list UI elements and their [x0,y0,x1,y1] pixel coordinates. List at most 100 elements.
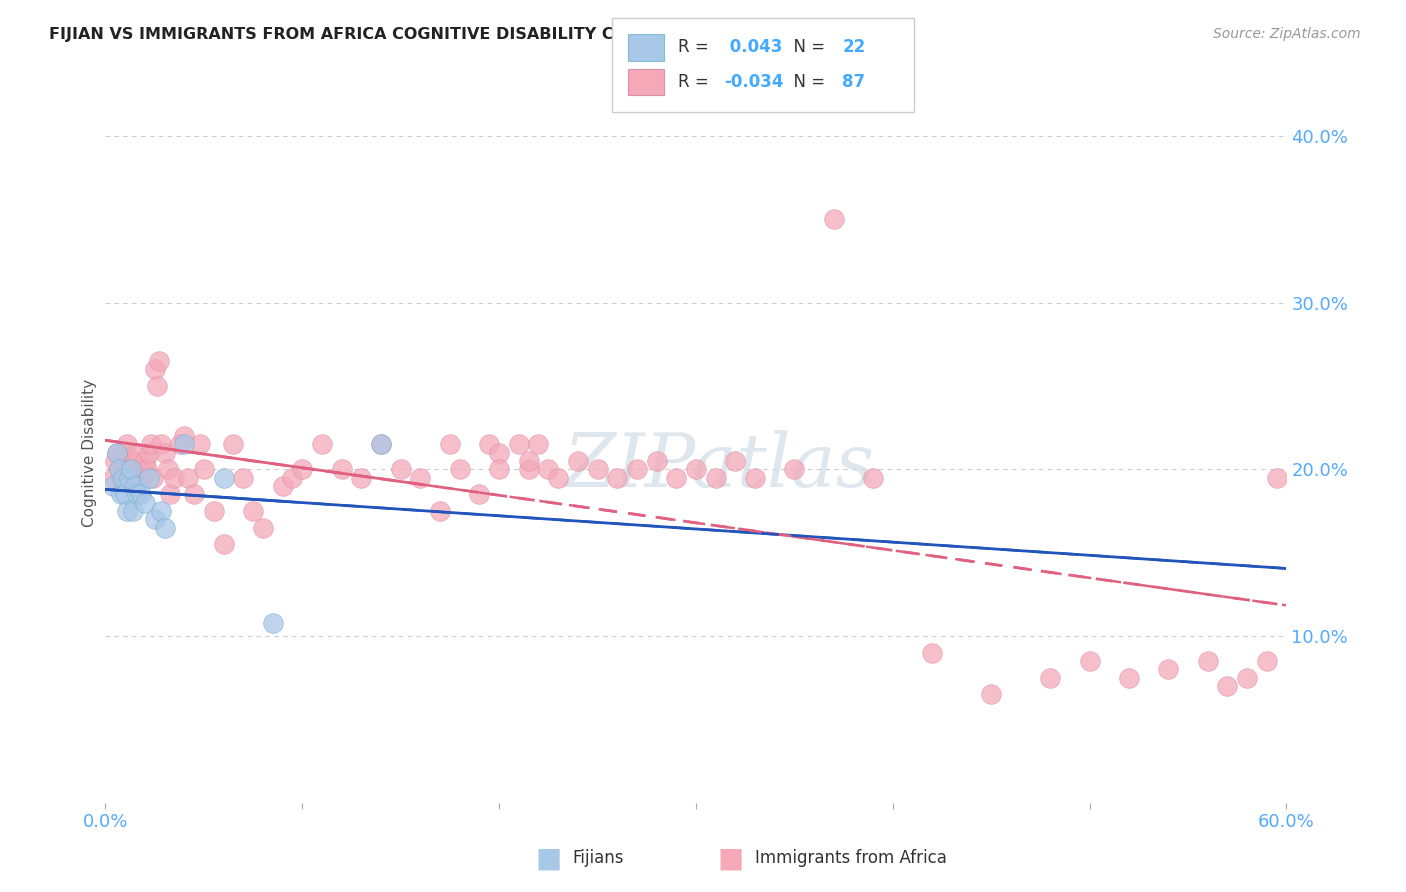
Point [112,471,135,485]
Text: R =: R = [678,73,714,91]
Point [173,429,195,443]
Point [105,446,128,460]
Point [118,471,141,485]
Text: ■: ■ [718,844,744,872]
Point [1157,662,1180,676]
Text: 87: 87 [842,73,865,91]
Point [232,471,254,485]
Point [153,521,176,535]
Text: ■: ■ [536,844,561,872]
Text: N =: N = [783,73,831,91]
Point [783,462,806,476]
Point [488,446,510,460]
Point [517,462,540,476]
Point [370,437,392,451]
Point [212,471,235,485]
Point [1256,654,1278,668]
Point [281,471,304,485]
Point [527,437,550,451]
Point [291,462,314,476]
Text: Fijians: Fijians [572,849,624,867]
Point [110,487,132,501]
Point [606,471,628,485]
Point [143,512,166,526]
Point [173,437,195,451]
Point [103,471,125,485]
Point [547,471,569,485]
Point [724,454,747,468]
Point [370,437,392,451]
Point [129,487,152,501]
Text: 0.043: 0.043 [724,38,783,56]
Point [103,479,125,493]
Point [744,471,766,485]
Point [1197,654,1219,668]
Point [188,437,211,451]
Point [149,437,172,451]
Text: R =: R = [678,38,714,56]
Point [429,504,451,518]
Point [1039,671,1062,685]
Point [311,437,333,451]
Point [114,487,136,501]
Point [350,471,373,485]
Text: 22: 22 [842,38,866,56]
Point [242,504,264,518]
Point [262,615,284,630]
Point [183,487,205,501]
Point [132,471,155,485]
Point [517,454,540,468]
Point [104,454,127,468]
Point [149,504,172,518]
Point [862,471,884,485]
Point [823,212,845,227]
Point [115,437,138,451]
Point [114,462,136,476]
Point [115,504,138,518]
Point [125,446,148,460]
Point [138,446,160,460]
Point [222,437,245,451]
Point [439,437,461,451]
Text: Immigrants from Africa: Immigrants from Africa [755,849,946,867]
Point [120,462,142,476]
Point [665,471,688,485]
Text: N =: N = [783,38,831,56]
Point [704,471,727,485]
Point [157,462,180,476]
Point [685,462,707,476]
Point [122,504,145,518]
Point [508,437,530,451]
Point [1078,654,1101,668]
Point [148,354,170,368]
Point [139,437,162,451]
Point [142,471,165,485]
Point [586,462,609,476]
Point [124,479,146,493]
Point [389,462,412,476]
Point [128,471,150,485]
Point [1265,471,1288,485]
Point [169,437,191,451]
Point [110,471,132,485]
Point [163,471,186,485]
Point [124,454,146,468]
Point [626,462,648,476]
Point [153,446,176,460]
Text: -0.034: -0.034 [724,73,783,91]
Point [409,471,432,485]
Point [567,454,589,468]
Point [122,479,145,493]
Point [537,462,560,476]
Point [120,454,142,468]
Point [478,437,501,451]
Point [1118,671,1140,685]
Point [108,462,131,476]
Point [125,487,148,501]
Point [112,446,135,460]
Point [212,537,235,551]
Point [449,462,471,476]
Y-axis label: Cognitive Disability: Cognitive Disability [82,378,97,527]
Point [134,454,156,468]
Point [980,688,1002,702]
